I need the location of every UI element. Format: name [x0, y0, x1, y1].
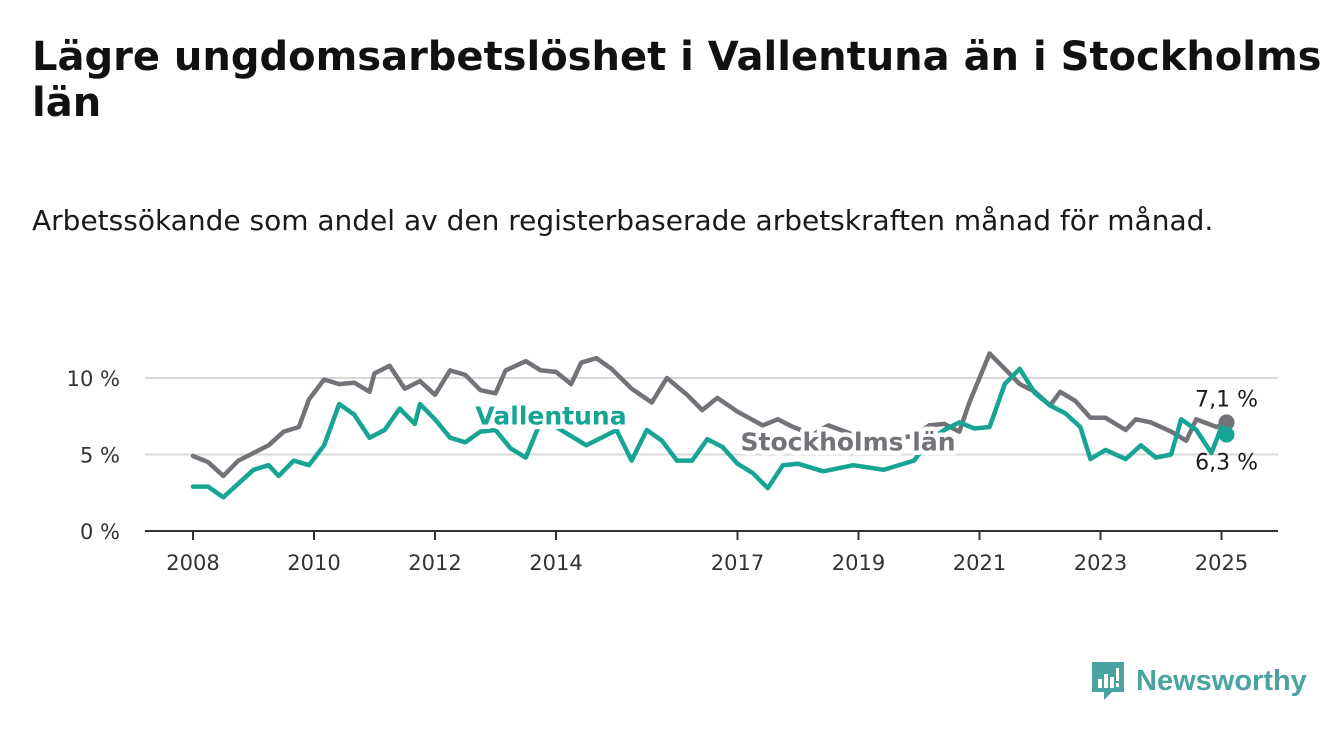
- brand-name: Newsworthy: [1136, 664, 1307, 697]
- y-axis-labels: 0 % 5 % 10 %: [67, 367, 120, 544]
- series-line-stockholms-l-n: [190, 351, 1229, 479]
- end-value-label-vallentuna: 6,3 %: [1195, 451, 1258, 476]
- x-tick-label: 2021: [953, 551, 1006, 575]
- x-axis: 2008 2010 2012 2014 2017 2019 2021 2023 2025: [145, 530, 1278, 575]
- series-name-vallentuna: Vallentuna: [475, 402, 626, 431]
- x-tick-label: 2008: [166, 551, 219, 575]
- series-line-vallentuna: [190, 366, 1229, 500]
- series-labels: Vallentuna Stockholms län 7,1 % 6,3 %: [471, 387, 1258, 476]
- chart-title: Lägre ungdomsarbetslöshet i Vallentuna ä…: [32, 34, 1322, 126]
- x-tick-label: 2025: [1195, 551, 1248, 575]
- chart-subtitle: Arbetssökande som andel av den registerb…: [32, 204, 1214, 237]
- x-tick-label: 2023: [1074, 551, 1127, 575]
- bar-chart-logo-icon: [1092, 662, 1124, 700]
- end-value-label-stockholms-lan: 7,1 %: [1195, 387, 1258, 412]
- end-point-vallentuna: [1218, 426, 1235, 443]
- x-tick-label: 2014: [529, 551, 582, 575]
- x-tick-label: 2012: [408, 551, 461, 575]
- series-name-stockholms-l-n: Stockholms län: [741, 428, 956, 457]
- y-tick-label: 10 %: [67, 367, 120, 391]
- x-tick-label: 2019: [832, 551, 885, 575]
- x-tick-label: 2010: [287, 551, 340, 575]
- series-lines: [190, 351, 1235, 500]
- newsworthy-logo: Newsworthy: [1090, 660, 1307, 702]
- y-tick-label: 0 %: [80, 520, 120, 544]
- y-tick-label: 5 %: [80, 444, 120, 468]
- x-tick-label: 2017: [711, 551, 764, 575]
